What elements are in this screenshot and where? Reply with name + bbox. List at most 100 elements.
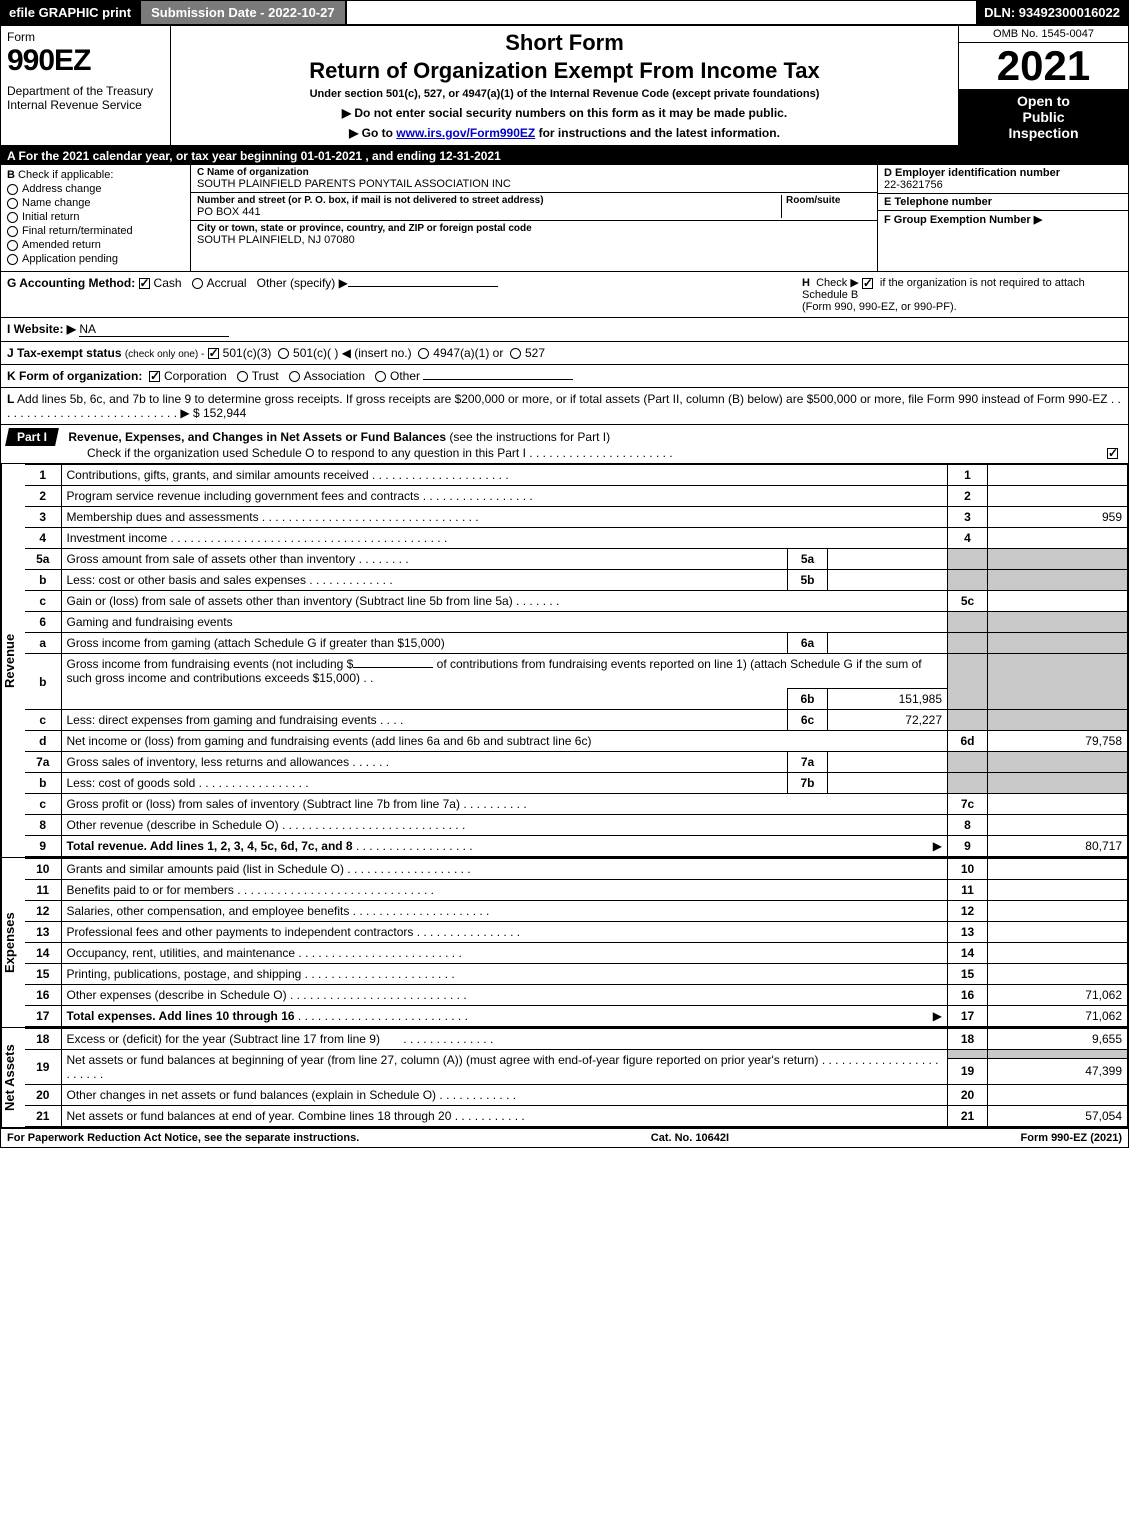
checkbox-final-return[interactable] <box>7 226 18 237</box>
l6-greyval <box>988 612 1128 633</box>
checkbox-corporation[interactable] <box>149 371 160 382</box>
l5c-lineno: 5c <box>948 591 988 612</box>
checkbox-trust[interactable] <box>237 371 248 382</box>
l19-val: 47,399 <box>988 1058 1128 1084</box>
l5a-grey <box>948 549 988 570</box>
k-label: K Form of organization: <box>7 369 142 383</box>
l10-num: 10 <box>25 859 61 880</box>
header-row: Form 990EZ Department of the Treasury In… <box>1 26 1128 147</box>
l7c-val <box>988 794 1128 815</box>
page-footer: For Paperwork Reduction Act Notice, see … <box>1 1129 1128 1147</box>
j-opt3: 4947(a)(1) or <box>433 346 503 360</box>
l6b-desc1: Gross income from fundraising events (no… <box>67 657 354 671</box>
l6b-grey <box>948 654 988 710</box>
checkbox-accrual[interactable] <box>192 278 203 289</box>
l17-arrow: ▶ <box>933 1009 942 1023</box>
org-city: SOUTH PLAINFIELD, NJ 07080 <box>197 234 871 246</box>
j-opt4: 527 <box>525 346 545 360</box>
subline: Under section 501(c), 527, or 4947(a)(1)… <box>177 88 952 100</box>
open3: Inspection <box>961 125 1126 141</box>
checkbox-name-change[interactable] <box>7 198 18 209</box>
l7a-grey <box>948 752 988 773</box>
g-cash: Cash <box>154 276 182 290</box>
l6-desc: Gaming and fundraising events <box>67 615 233 629</box>
l6a-greyval <box>988 633 1128 654</box>
l20-desc: Other changes in net assets or fund bala… <box>67 1088 437 1102</box>
l12-val <box>988 901 1128 922</box>
l6c-sl: 6c <box>788 710 828 731</box>
irs-label: Internal Revenue Service <box>7 98 164 112</box>
l12-num: 12 <box>25 901 61 922</box>
checkbox-initial-return[interactable] <box>7 212 18 223</box>
l6c-sv: 72,227 <box>828 710 948 731</box>
efile-label: efile GRAPHIC print <box>1 1 139 24</box>
checkbox-501c[interactable] <box>278 348 289 359</box>
checkbox-association[interactable] <box>289 371 300 382</box>
l20-num: 20 <box>25 1085 61 1106</box>
k-other-input[interactable] <box>423 379 573 380</box>
l6b-greyval <box>988 654 1128 710</box>
irs-link[interactable]: www.irs.gov/Form990EZ <box>396 126 535 140</box>
checkbox-schedule-o[interactable] <box>1107 448 1118 459</box>
section-def: D Employer identification number 22-3621… <box>878 165 1128 271</box>
l1-lineno: 1 <box>948 465 988 486</box>
arrow-line-2: ▶ Go to www.irs.gov/Form990EZ for instru… <box>177 126 952 140</box>
footer-mid: Cat. No. 10642I <box>651 1132 729 1144</box>
l12-lineno: 12 <box>948 901 988 922</box>
j-opt2: 501(c)( ) ◀ (insert no.) <box>293 346 412 360</box>
l5b-sl: 5b <box>788 570 828 591</box>
l10-desc: Grants and similar amounts paid (list in… <box>67 862 344 876</box>
checkbox-527[interactable] <box>510 348 521 359</box>
checkbox-cash[interactable] <box>139 278 150 289</box>
revenue-table: 1Contributions, gifts, grants, and simil… <box>25 464 1128 857</box>
k-opt3: Association <box>304 369 365 383</box>
checkbox-other-org[interactable] <box>375 371 386 382</box>
checkbox-amended-return[interactable] <box>7 240 18 251</box>
tax-year: 2021 <box>959 43 1128 89</box>
checkbox-h[interactable] <box>862 278 873 289</box>
l14-num: 14 <box>25 943 61 964</box>
g-accrual: Accrual <box>207 276 247 290</box>
c-street-label: Number and street (or P. O. box, if mail… <box>197 195 781 206</box>
g-other-input[interactable] <box>348 286 498 287</box>
l7b-grey <box>948 773 988 794</box>
opt-final-return: Final return/terminated <box>22 225 133 237</box>
revenue-vlabel: Revenue <box>1 464 25 857</box>
l15-lineno: 15 <box>948 964 988 985</box>
l11-val <box>988 880 1128 901</box>
l6a-sl: 6a <box>788 633 828 654</box>
checkbox-4947[interactable] <box>418 348 429 359</box>
revenue-section: Revenue 1Contributions, gifts, grants, a… <box>1 464 1128 858</box>
row-a: A For the 2021 calendar year, or tax yea… <box>1 147 1128 165</box>
l17-lineno: 17 <box>948 1006 988 1027</box>
l8-val <box>988 815 1128 836</box>
part1-note: (see the instructions for Part I) <box>449 430 610 444</box>
l21-desc: Net assets or fund balances at end of ye… <box>67 1109 452 1123</box>
opt-amended-return: Amended return <box>22 239 101 251</box>
expenses-section: Expenses 10Grants and similar amounts pa… <box>1 858 1128 1028</box>
l6d-val: 79,758 <box>988 731 1128 752</box>
l17-desc: Total expenses. Add lines 10 through 16 <box>67 1009 295 1023</box>
l6b-blank[interactable] <box>353 667 433 668</box>
l18-num: 18 <box>25 1029 61 1050</box>
l10-val <box>988 859 1128 880</box>
l5a-sl: 5a <box>788 549 828 570</box>
header-right: OMB No. 1545-0047 2021 Open to Public In… <box>958 26 1128 145</box>
k-opt4: Other <box>390 369 420 383</box>
l7b-greyval <box>988 773 1128 794</box>
checkbox-501c3[interactable] <box>208 348 219 359</box>
l20-lineno: 20 <box>948 1085 988 1106</box>
l7c-num: c <box>25 794 61 815</box>
l6c-greyval <box>988 710 1128 731</box>
l6a-desc: Gross income from gaming (attach Schedul… <box>67 636 445 650</box>
l5a-num: 5a <box>25 549 61 570</box>
h-label: H <box>802 277 810 289</box>
checkbox-address-change[interactable] <box>7 184 18 195</box>
title-return: Return of Organization Exempt From Incom… <box>177 58 952 84</box>
arrow2-pre: ▶ Go to <box>349 126 396 140</box>
part1-tab: Part I <box>5 428 59 446</box>
checkbox-application-pending[interactable] <box>7 254 18 265</box>
org-name: SOUTH PLAINFIELD PARENTS PONYTAIL ASSOCI… <box>197 178 871 190</box>
section-b: B Check if applicable: Address change Na… <box>1 165 191 271</box>
l20-val <box>988 1085 1128 1106</box>
